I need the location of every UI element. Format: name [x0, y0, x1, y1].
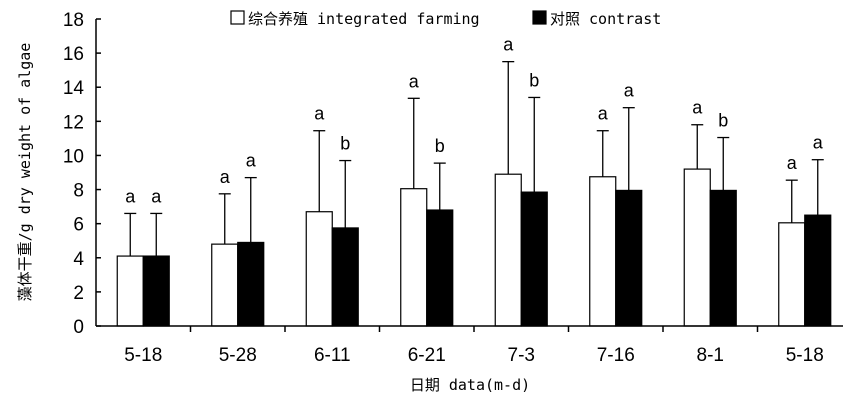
- bar-integrated-farming: [778, 222, 806, 327]
- bar-integrated-farming: [116, 255, 144, 327]
- bar-integrated-farming: [211, 243, 239, 327]
- y-tick-label: 0: [73, 317, 84, 338]
- significance-label: b: [718, 111, 728, 131]
- significance-label: a: [692, 98, 703, 118]
- bar-integrated-farming: [683, 168, 711, 327]
- y-tick-label: 6: [73, 215, 84, 236]
- y-ticks: 0 2 4 6 8 10 12 14 16 18: [63, 10, 101, 338]
- significance-label: a: [151, 186, 162, 206]
- significance-label: a: [220, 167, 231, 187]
- x-tick-label: 6-21: [408, 345, 446, 366]
- bar-contrast: [331, 227, 359, 327]
- significance-label: a: [598, 104, 609, 124]
- significance-label: a: [787, 153, 798, 173]
- significance-label: a: [125, 186, 136, 206]
- legend-label-contrast: 对照 contrast: [550, 10, 661, 28]
- significance-label: a: [813, 133, 824, 153]
- x-ticks: 5-18 5-28 6-11 6-21 7-3 7-16 8-1 5-18: [124, 326, 824, 366]
- bar-integrated-farming: [400, 188, 428, 327]
- legend-swatch-contrast: [532, 10, 547, 25]
- bar-contrast: [237, 241, 265, 327]
- x-tick-label: 7-3: [508, 345, 535, 366]
- y-tick-label: 12: [63, 112, 84, 133]
- significance-label: b: [529, 70, 539, 90]
- bar-integrated-farming: [589, 176, 617, 327]
- y-tick-label: 8: [73, 181, 84, 202]
- significance-label: a: [314, 104, 325, 124]
- x-tick-label: 8-1: [697, 345, 724, 366]
- significance-label: a: [409, 71, 420, 91]
- bar-contrast: [520, 191, 548, 327]
- bar-contrast: [709, 189, 737, 327]
- chart-axes: [95, 19, 843, 327]
- x-tick-label: 5-18: [786, 345, 824, 366]
- significance-label: b: [435, 136, 445, 156]
- y-tick-label: 14: [63, 78, 85, 99]
- bar-contrast: [142, 255, 170, 327]
- significance-label: a: [624, 81, 635, 101]
- bar-contrast: [426, 209, 454, 327]
- y-tick-label: 2: [73, 283, 84, 304]
- x-tick-label: 5-28: [219, 345, 257, 366]
- x-tick-label: 7-16: [597, 345, 635, 366]
- x-tick-label: 6-11: [314, 345, 351, 366]
- x-tick-label: 5-18: [124, 345, 162, 366]
- y-tick-label: 10: [63, 146, 84, 167]
- bar-contrast: [804, 214, 832, 327]
- bar-integrated-farming: [305, 211, 333, 327]
- significance-label: b: [340, 134, 350, 154]
- bar-integrated-farming: [494, 173, 522, 327]
- significance-label: a: [246, 151, 257, 171]
- significance-label: a: [503, 35, 514, 55]
- y-tick-label: 16: [63, 44, 84, 65]
- y-tick-label: 18: [63, 10, 84, 31]
- legend-swatch-integrated-farming: [230, 10, 245, 25]
- x-axis-title: 日期 data(m-d): [410, 376, 530, 394]
- y-axis-title: 藻体干重/g dry weight of algae: [16, 43, 34, 302]
- legend: 综合养殖 integrated farming 对照 contrast: [230, 10, 661, 28]
- y-tick-label: 4: [73, 249, 84, 270]
- legend-label-integrated-farming: 综合养殖 integrated farming: [248, 10, 480, 28]
- bar-contrast: [615, 189, 643, 327]
